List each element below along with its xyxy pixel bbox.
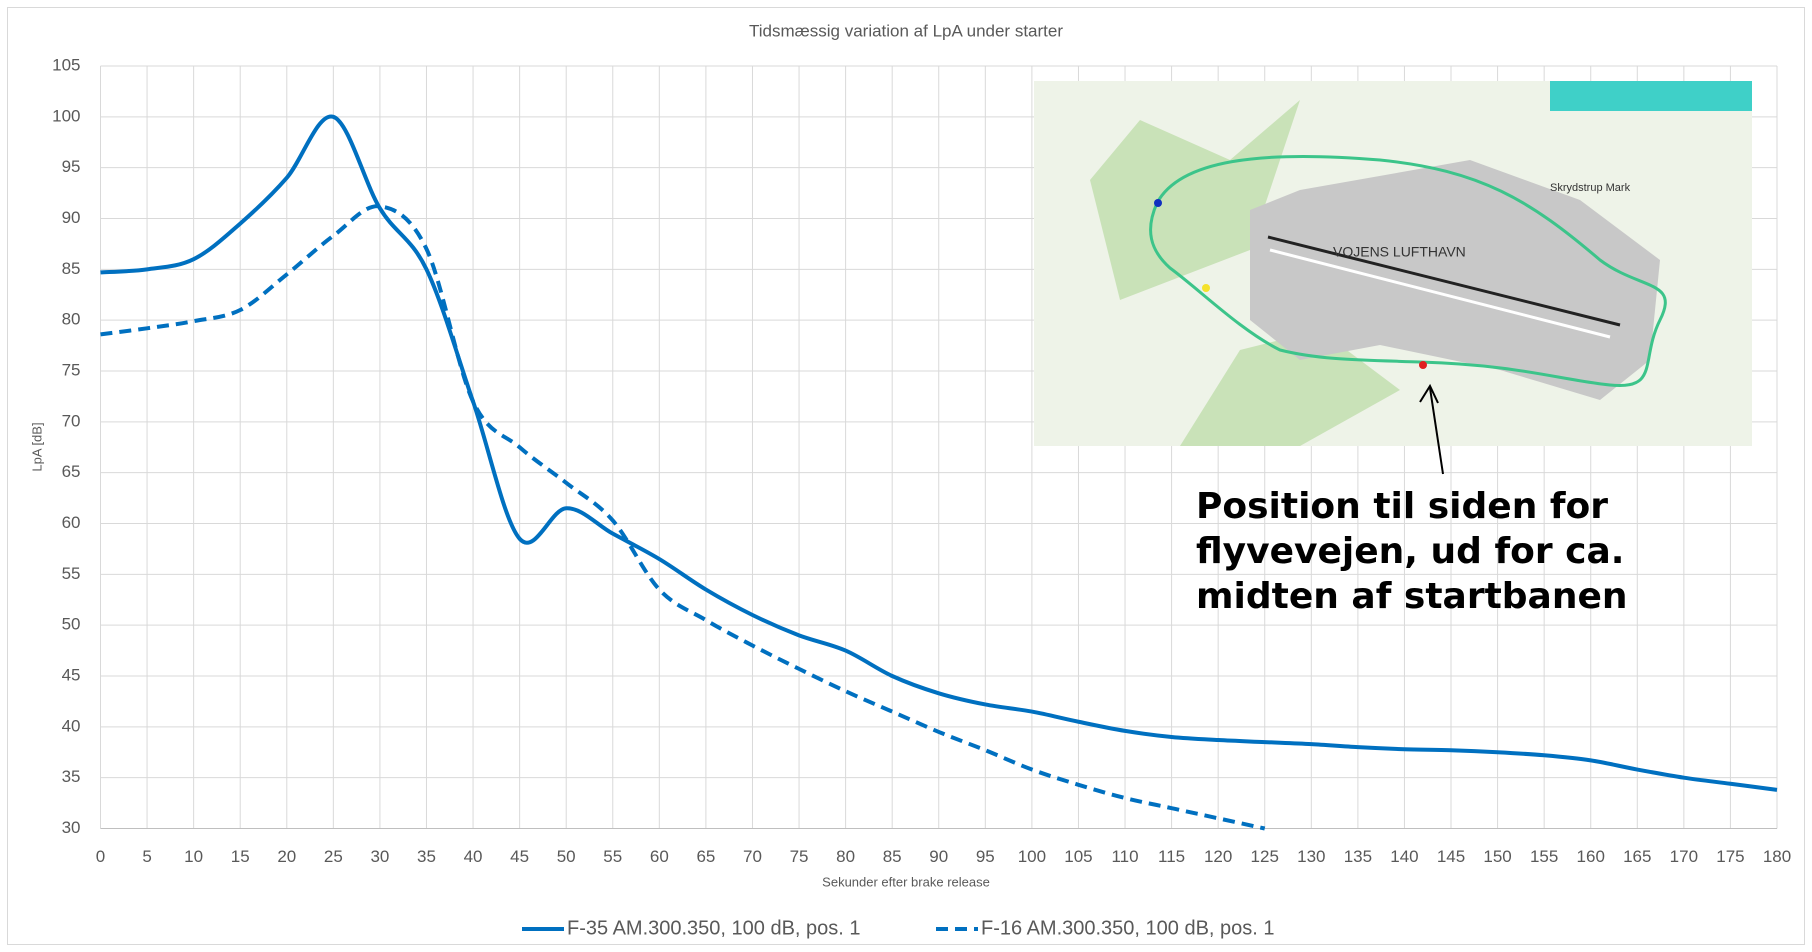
y-tick-label: 100 xyxy=(52,106,80,125)
annotation: Position til siden for xyxy=(1196,486,1608,527)
y-tick-label: 65 xyxy=(62,462,81,481)
x-tick-label: 5 xyxy=(142,847,151,866)
annotation-arrow xyxy=(1429,387,1444,475)
x-tick-label: 95 xyxy=(976,847,995,866)
map-runway xyxy=(1269,248,1611,339)
x-tick-label: 10 xyxy=(184,847,203,866)
x-tick-label: 80 xyxy=(836,847,855,866)
x-tick-label: 135 xyxy=(1344,847,1372,866)
x-tick-label: 150 xyxy=(1483,847,1511,866)
x-tick-label: 160 xyxy=(1577,847,1605,866)
x-tick-label: 105 xyxy=(1064,847,1092,866)
x-tick-label: 15 xyxy=(231,847,250,866)
x-tick-label: 45 xyxy=(510,847,529,866)
y-tick-label: 75 xyxy=(62,360,81,379)
x-tick-label: 165 xyxy=(1623,847,1651,866)
x-tick-label: 35 xyxy=(417,847,436,866)
x-tick-label: 55 xyxy=(603,847,622,866)
x-tick-label: 50 xyxy=(557,847,576,866)
x-tick-label: 25 xyxy=(324,847,343,866)
map-water xyxy=(1550,81,1752,111)
x-tick-label: 120 xyxy=(1204,847,1232,866)
x-tick-label: 85 xyxy=(883,847,902,866)
map-forest xyxy=(1090,100,1300,300)
x-tick-label: 60 xyxy=(650,847,669,866)
x-tick-label: 40 xyxy=(464,847,483,866)
x-tick-label: 115 xyxy=(1158,847,1185,866)
y-tick-label: 80 xyxy=(62,310,81,329)
y-axis-label: LpA [dB] xyxy=(29,422,44,471)
y-tick-label: 40 xyxy=(62,716,81,735)
x-tick-label: 140 xyxy=(1390,847,1418,866)
x-tick-label: 110 xyxy=(1111,847,1138,866)
annotation-arrowhead xyxy=(1419,383,1439,404)
y-tick-label: 85 xyxy=(62,259,81,278)
series-line xyxy=(100,114,1778,792)
x-tick-label: 30 xyxy=(370,847,389,866)
lines xyxy=(100,114,1778,831)
annotation: midten af startbanen xyxy=(1196,576,1628,617)
map-label: VOJENS LUFTHAVN xyxy=(1333,244,1466,260)
map-inset: VOJENS LUFTHAVN Skrydstrup Mark xyxy=(1034,81,1752,446)
y-tick-label: 105 xyxy=(52,55,80,74)
y-tick-label: 55 xyxy=(62,564,81,583)
x-tick-label: 70 xyxy=(743,847,762,866)
y-tick-label: 35 xyxy=(62,767,81,786)
legend: F-35 AM.300.350, 100 dB, pos. 1 F-16 AM.3… xyxy=(522,917,1275,939)
y-tick-label: 60 xyxy=(62,513,81,532)
map-flight-path xyxy=(1149,154,1667,388)
x-tick-label: 20 xyxy=(277,847,296,866)
x-tick-label: 75 xyxy=(790,847,809,866)
chart-title: Tidsmæssig variation af LpA under starte… xyxy=(749,21,1063,40)
x-tick-label: 180 xyxy=(1763,847,1791,866)
x-tick-label: 100 xyxy=(1018,847,1046,866)
y-tick-label: 70 xyxy=(62,411,81,430)
map-label: Skrydstrup Mark xyxy=(1550,182,1631,194)
map-point xyxy=(1154,199,1162,207)
x-tick-label: 65 xyxy=(696,847,715,866)
x-tick-label: 130 xyxy=(1297,847,1325,866)
map-point xyxy=(1202,284,1210,292)
map-airfield xyxy=(1250,160,1660,400)
x-tick-label: 155 xyxy=(1530,847,1558,866)
map-runway xyxy=(1267,235,1621,327)
map-point xyxy=(1419,361,1427,369)
x-axis-label: Sekunder efter brake release xyxy=(822,874,990,889)
x-tick-label: 175 xyxy=(1716,847,1744,866)
y-tick-label: 45 xyxy=(62,665,81,684)
x-tick-label: 145 xyxy=(1437,847,1465,866)
annotation: flyvevejen, ud for ca. xyxy=(1196,531,1624,572)
legend-label: F-35 AM.300.350, 100 dB, pos. 1 xyxy=(567,917,861,939)
legend-label: F-16 AM.300.350, 100 dB, pos. 1 xyxy=(981,917,1275,939)
x-tick-label: 90 xyxy=(929,847,948,866)
series-line xyxy=(100,204,1266,831)
y-tick-label: 90 xyxy=(62,208,81,227)
y-tick-label: 95 xyxy=(62,157,81,176)
x-tick-label: 0 xyxy=(96,847,105,866)
y-tick-label: 50 xyxy=(62,615,81,634)
x-tick-label: 125 xyxy=(1251,847,1279,866)
x-tick-label: 170 xyxy=(1670,847,1698,866)
y-tick-label: 30 xyxy=(62,818,81,837)
